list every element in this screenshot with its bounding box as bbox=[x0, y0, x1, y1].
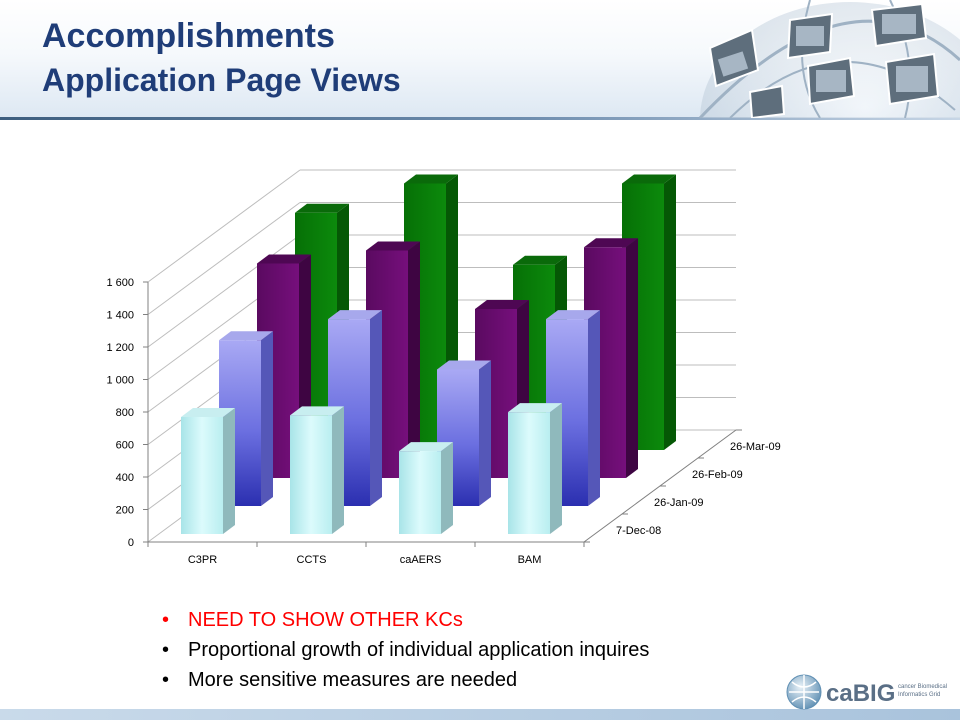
bar-front bbox=[290, 415, 332, 534]
bar-top bbox=[219, 331, 273, 341]
bar bbox=[508, 403, 562, 534]
x-tick-label: C3PR bbox=[188, 554, 217, 566]
bar-top bbox=[328, 310, 382, 320]
gridline bbox=[147, 169, 301, 283]
bar bbox=[181, 408, 235, 534]
bar bbox=[546, 310, 600, 506]
slide-subtitle: Application Page Views bbox=[42, 62, 401, 98]
bar-side bbox=[479, 360, 491, 506]
y-tick-label: 800 bbox=[116, 407, 134, 419]
bar-side bbox=[370, 310, 382, 506]
y-tick-label: 400 bbox=[116, 472, 134, 484]
bar-top bbox=[257, 254, 311, 264]
svg-text:cancer Biomedical: cancer Biomedical bbox=[898, 684, 947, 690]
bar-top bbox=[366, 241, 420, 251]
y-tick-label: 1 400 bbox=[106, 310, 134, 322]
globe-graphic bbox=[698, 0, 960, 118]
bar-side bbox=[441, 442, 453, 534]
bar-top bbox=[508, 403, 562, 413]
bar-top bbox=[295, 203, 349, 213]
bullet-text: More sensitive measures are needed bbox=[188, 669, 518, 691]
bar-top bbox=[622, 174, 676, 184]
bar-side bbox=[550, 403, 562, 534]
bar-side bbox=[332, 406, 344, 534]
x-tick-label: BAM bbox=[518, 554, 542, 566]
x-tick-label: caAERS bbox=[400, 554, 442, 566]
footer-bar bbox=[0, 709, 960, 720]
bar-top bbox=[475, 300, 529, 309]
bar-front bbox=[508, 412, 550, 534]
bar-side bbox=[223, 408, 235, 534]
series-label: 26-Jan-09 bbox=[654, 497, 704, 509]
bullet-list: • NEED TO SHOW OTHER KCs • Proportional gr… bbox=[162, 605, 649, 695]
bar-top bbox=[404, 174, 458, 184]
bar-top bbox=[546, 310, 600, 320]
y-tick-label: 1 000 bbox=[106, 375, 134, 387]
bar-side bbox=[261, 331, 273, 506]
y-tick-label: 1 600 bbox=[106, 277, 134, 289]
bar-front bbox=[399, 451, 441, 534]
y-tick-label: 200 bbox=[116, 505, 134, 517]
x-tick-label: CCTS bbox=[297, 554, 327, 566]
cabig-logo: caBIG cancer Biomedical Informatics Grid bbox=[786, 674, 947, 710]
bar bbox=[399, 442, 453, 534]
series-label: 26-Mar-09 bbox=[730, 441, 781, 453]
header-rule bbox=[0, 117, 960, 120]
gridline bbox=[147, 202, 301, 315]
bar bbox=[437, 360, 491, 506]
bar bbox=[290, 406, 344, 534]
bar-top bbox=[584, 238, 638, 248]
chart-bars bbox=[181, 174, 676, 534]
chart-labels: 0 200 400 600 800 1 000 1 200 1 400 1 600 C3PR CCT… bbox=[106, 277, 780, 566]
bullet-item: • More sensitive measures are needed bbox=[162, 669, 518, 691]
svg-text:Informatics Grid: Informatics Grid bbox=[898, 692, 940, 698]
series-label: 7-Dec-08 bbox=[616, 525, 661, 537]
bar-top bbox=[513, 255, 567, 265]
bar-top bbox=[437, 360, 491, 370]
slide-title: Accomplishments bbox=[42, 17, 335, 55]
series-label: 26-Feb-09 bbox=[692, 469, 743, 481]
y-tick-label: 1 200 bbox=[106, 342, 134, 354]
bar-side bbox=[588, 310, 600, 506]
bullet-item: • NEED TO SHOW OTHER KCs bbox=[162, 609, 463, 631]
bar-front bbox=[181, 417, 223, 534]
bullet-item: • Proportional growth of individual appli… bbox=[162, 639, 650, 661]
bar-top bbox=[399, 442, 453, 452]
bar-top bbox=[181, 408, 235, 417]
y-tick-label: 600 bbox=[116, 440, 134, 452]
bar-side bbox=[408, 241, 420, 478]
bullet-text: NEED TO SHOW OTHER KCs bbox=[188, 609, 463, 631]
y-tick-label: 0 bbox=[128, 537, 134, 549]
gridline bbox=[147, 234, 301, 348]
svg-text:caBIG: caBIG bbox=[826, 680, 895, 707]
bar-top bbox=[290, 406, 344, 416]
bar-side bbox=[626, 238, 638, 478]
bullet-text: Proportional growth of individual applic… bbox=[188, 639, 650, 661]
bar-side bbox=[664, 174, 676, 450]
